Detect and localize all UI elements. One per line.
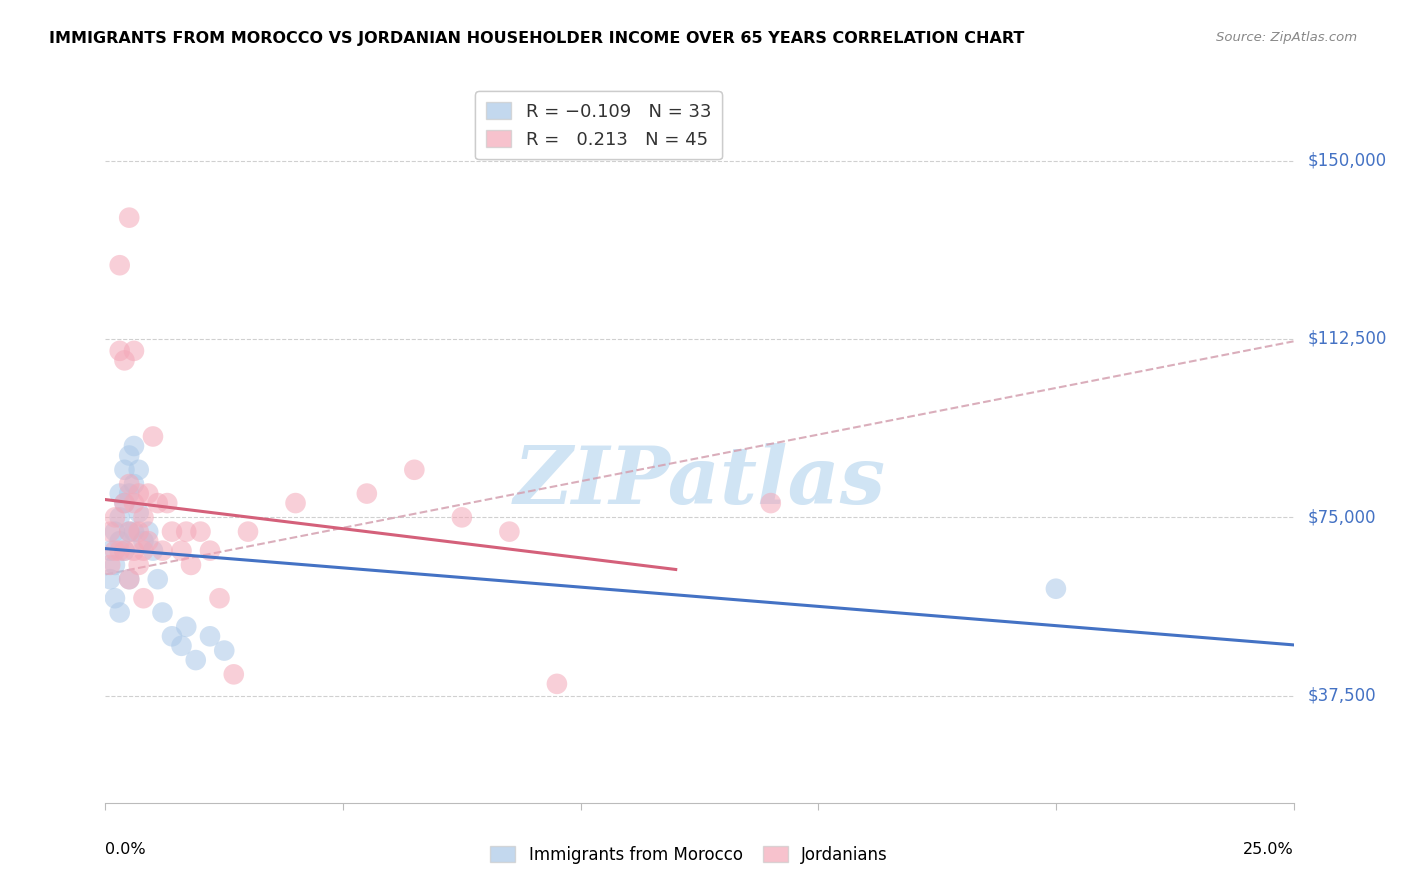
- Point: [132, 510, 155, 524]
- Point: [190, 524, 212, 539]
- Point: [284, 496, 307, 510]
- Point: [122, 477, 145, 491]
- Point: [118, 572, 141, 586]
- Point: [142, 543, 165, 558]
- Point: [122, 543, 145, 558]
- Legend: R = −0.109   N = 33, R =   0.213   N = 45: R = −0.109 N = 33, R = 0.213 N = 45: [475, 91, 721, 160]
- Point: [146, 496, 169, 510]
- Point: [108, 258, 131, 272]
- Text: $112,500: $112,500: [1308, 330, 1386, 348]
- Point: [156, 496, 179, 510]
- Point: [136, 524, 159, 539]
- Point: [122, 439, 145, 453]
- Point: [114, 463, 136, 477]
- Text: ZIPatlas: ZIPatlas: [513, 443, 886, 520]
- Point: [104, 524, 127, 539]
- Point: [98, 572, 121, 586]
- Point: [118, 449, 141, 463]
- Point: [108, 486, 131, 500]
- Text: Source: ZipAtlas.com: Source: ZipAtlas.com: [1216, 31, 1357, 45]
- Point: [122, 343, 145, 358]
- Point: [132, 591, 155, 606]
- Point: [1045, 582, 1067, 596]
- Point: [136, 486, 159, 500]
- Point: [114, 543, 136, 558]
- Point: [198, 629, 221, 643]
- Point: [104, 558, 127, 572]
- Point: [160, 524, 183, 539]
- Point: [174, 524, 197, 539]
- Point: [142, 429, 165, 443]
- Point: [118, 524, 141, 539]
- Point: [136, 534, 159, 549]
- Point: [104, 591, 127, 606]
- Point: [160, 629, 183, 643]
- Text: 25.0%: 25.0%: [1243, 842, 1294, 857]
- Point: [222, 667, 245, 681]
- Point: [180, 558, 202, 572]
- Point: [122, 524, 145, 539]
- Point: [404, 463, 426, 477]
- Text: IMMIGRANTS FROM MOROCCO VS JORDANIAN HOUSEHOLDER INCOME OVER 65 YEARS CORRELATIO: IMMIGRANTS FROM MOROCCO VS JORDANIAN HOU…: [49, 31, 1025, 46]
- Point: [128, 486, 150, 500]
- Point: [108, 606, 131, 620]
- Point: [104, 510, 127, 524]
- Point: [198, 543, 221, 558]
- Text: $37,500: $37,500: [1308, 687, 1376, 705]
- Point: [132, 543, 155, 558]
- Point: [450, 510, 472, 524]
- Point: [214, 643, 236, 657]
- Point: [114, 496, 136, 510]
- Point: [122, 496, 145, 510]
- Legend: Immigrants from Morocco, Jordanians: Immigrants from Morocco, Jordanians: [484, 839, 894, 871]
- Point: [118, 524, 141, 539]
- Point: [132, 534, 155, 549]
- Point: [152, 543, 174, 558]
- Point: [236, 524, 259, 539]
- Point: [108, 543, 131, 558]
- Point: [152, 606, 174, 620]
- Point: [108, 534, 131, 549]
- Point: [118, 572, 141, 586]
- Point: [118, 477, 141, 491]
- Point: [174, 620, 197, 634]
- Point: [128, 558, 150, 572]
- Point: [104, 543, 127, 558]
- Point: [170, 639, 193, 653]
- Point: [128, 524, 150, 539]
- Text: $150,000: $150,000: [1308, 152, 1386, 169]
- Point: [114, 543, 136, 558]
- Point: [108, 510, 131, 524]
- Point: [208, 591, 231, 606]
- Point: [108, 343, 131, 358]
- Text: 0.0%: 0.0%: [105, 842, 146, 857]
- Point: [114, 353, 136, 368]
- Point: [98, 543, 121, 558]
- Point: [146, 572, 169, 586]
- Point: [128, 506, 150, 520]
- Point: [170, 543, 193, 558]
- Point: [184, 653, 207, 667]
- Point: [98, 524, 121, 539]
- Point: [759, 496, 782, 510]
- Point: [98, 558, 121, 572]
- Point: [356, 486, 378, 500]
- Point: [114, 496, 136, 510]
- Point: [546, 677, 568, 691]
- Point: [498, 524, 520, 539]
- Point: [118, 211, 141, 225]
- Point: [128, 463, 150, 477]
- Text: $75,000: $75,000: [1308, 508, 1376, 526]
- Point: [118, 486, 141, 500]
